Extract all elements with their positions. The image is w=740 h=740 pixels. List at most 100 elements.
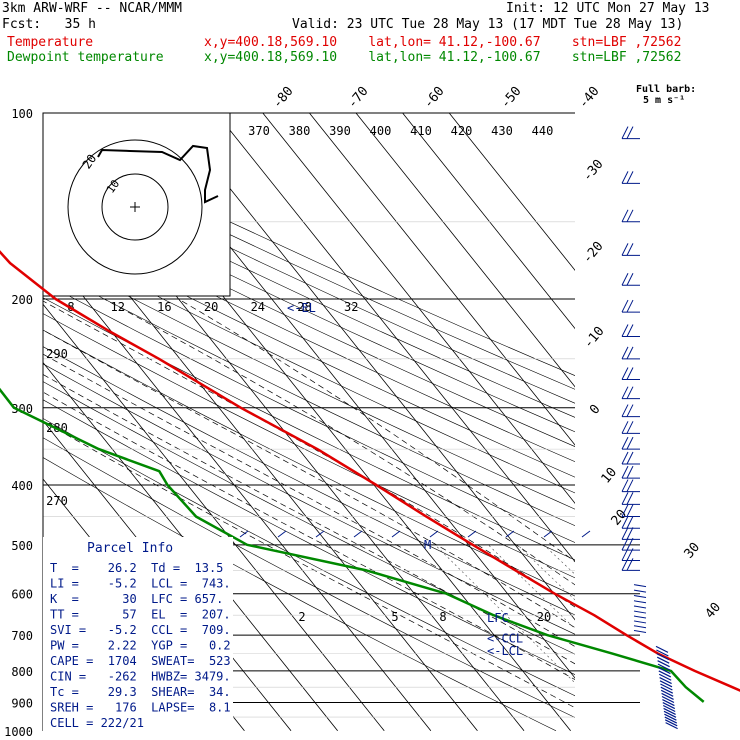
wind-barb-flag [621,504,629,517]
kts-axis-label: 12 [110,300,124,314]
wind-barb-icon [658,673,672,681]
wind-barb-icon [633,629,647,633]
isotherm [262,113,575,504]
surface-barb-tick [315,530,325,538]
wind-barb-flag [621,367,629,380]
wind-barb-icon [656,649,669,657]
wind-barb-icon [659,680,673,688]
parcel-info-row: CAPE = 1704 SWEAT= 523 [50,654,231,668]
parcel-info-row: SREH = 176 LAPSE= 8.1 [50,701,231,715]
wind-barb-flag [621,492,629,505]
hodograph-box [42,112,231,297]
wind-barb-flag [621,386,629,399]
wind-barb-icon [633,600,647,604]
wind-barb-flag [621,243,629,256]
wind-barb-flag [626,465,634,479]
wind-barb-icon [633,620,647,624]
pressure-label: 1000 [4,725,33,739]
wind-barb-flag [621,346,629,360]
temp-axis-label: 10 [599,465,621,487]
wind-barb-icon [633,595,647,599]
kts-axis-label: 32 [344,300,358,314]
wind-barb-icon [662,698,675,707]
wind-barb-icon [657,660,670,668]
pressure-label: 500 [11,539,33,553]
theta-label: 380 [289,124,311,138]
wind-barb-flag [626,504,634,517]
level-annotation: LFC [487,611,509,625]
wind-barb-flag [626,492,634,505]
wind-barb-icon [664,713,677,721]
wind-barb-flag [626,558,634,571]
sounding-curves [0,250,740,703]
wind-barb-icon [664,719,678,727]
wind-barb-flag [621,299,629,313]
parcel-info-title: Parcel Info [87,541,173,556]
wind-barb-flag [626,324,634,337]
temperature-legend: Temperature [7,35,94,50]
wind-barb-icon [663,710,677,718]
temp-axis-label: -80 [270,84,297,112]
wind-barb-icon [665,722,678,730]
wind-barb-flag [626,386,634,399]
wind-barb-flag [626,515,634,529]
annotations: <-EL LFC <-CCL<-LCL M [287,301,523,658]
isotherm [43,303,385,731]
wind-barb-icon [660,689,674,697]
theta-label: 370 [248,124,270,138]
wind-barb-flag [626,299,634,313]
wind-barb-icon [656,653,670,661]
forecast-hour: Fcst: 35 h [2,17,96,32]
hodograph-trace [97,144,219,204]
temp-axis-label: 0 [587,402,604,418]
theta-label: 440 [532,124,554,138]
parcel-info-row: Tc = 29.3 SHEAR= 34. [50,685,231,699]
wind-barb-flag [626,243,634,256]
wind-barb-flag [621,421,629,434]
wind-barb-flag [621,272,629,286]
wind-barb-flag [626,436,634,450]
temp-axis-label: -40 [576,84,603,112]
surface-barb-tick [353,530,363,538]
mixing-ratio-label: 5 [391,610,398,624]
wind-barb-icon [664,716,678,724]
parcel-info-row: K = 30 LFC = 657. [50,592,223,606]
wind-barb-icon [656,656,670,664]
wind-barb-flag [626,451,634,465]
hodo-ring-label-20: 20 [80,152,100,172]
wind-barb-flag [626,479,634,492]
wind-barb-icon [633,615,647,619]
init-time: Init: 12 UTC Mon 27 May 13 [506,1,710,16]
hodograph-ring-10 [101,173,169,241]
theta-label: 400 [370,124,392,138]
surface-barb-tick [543,530,553,538]
wind-barb-flag [621,515,629,529]
hodograph-ring-20 [67,139,203,275]
isotherm [355,113,575,388]
level-annotation: <-CCL [487,632,523,646]
theta-label: 390 [329,124,351,138]
wind-barb-icon [661,692,674,700]
barb-legend-line1: Full barb: [636,84,696,95]
wind-barb-icon [662,701,676,710]
parcel-info-row: CELL = 222/21 [50,716,144,730]
temp-axis-label: -20 [580,239,607,267]
location-info-green: x,y=400.18,569.10 lat,lon= 41.12,-100.67… [204,50,682,65]
wind-barb-icon [633,625,647,629]
wind-barb-icon [633,610,647,614]
isotherm [215,113,575,563]
wind-barb-icon [633,584,647,588]
wind-barb-flag [621,465,629,479]
wind-barb-flag [626,171,634,184]
pressure-label: 600 [11,588,33,602]
wind-barb-icon [660,683,673,691]
wind-barb-flag [621,209,629,223]
wind-barb-icon [660,686,674,694]
surface-barb-tick [277,530,287,538]
wind-barb-flag [621,537,629,551]
pressure-label: 900 [11,697,33,711]
wind-barbs [239,126,678,730]
surface-barb-tick [239,530,249,538]
location-info-red: x,y=400.18,569.10 lat,lon= 41.12,-100.67… [204,35,682,50]
